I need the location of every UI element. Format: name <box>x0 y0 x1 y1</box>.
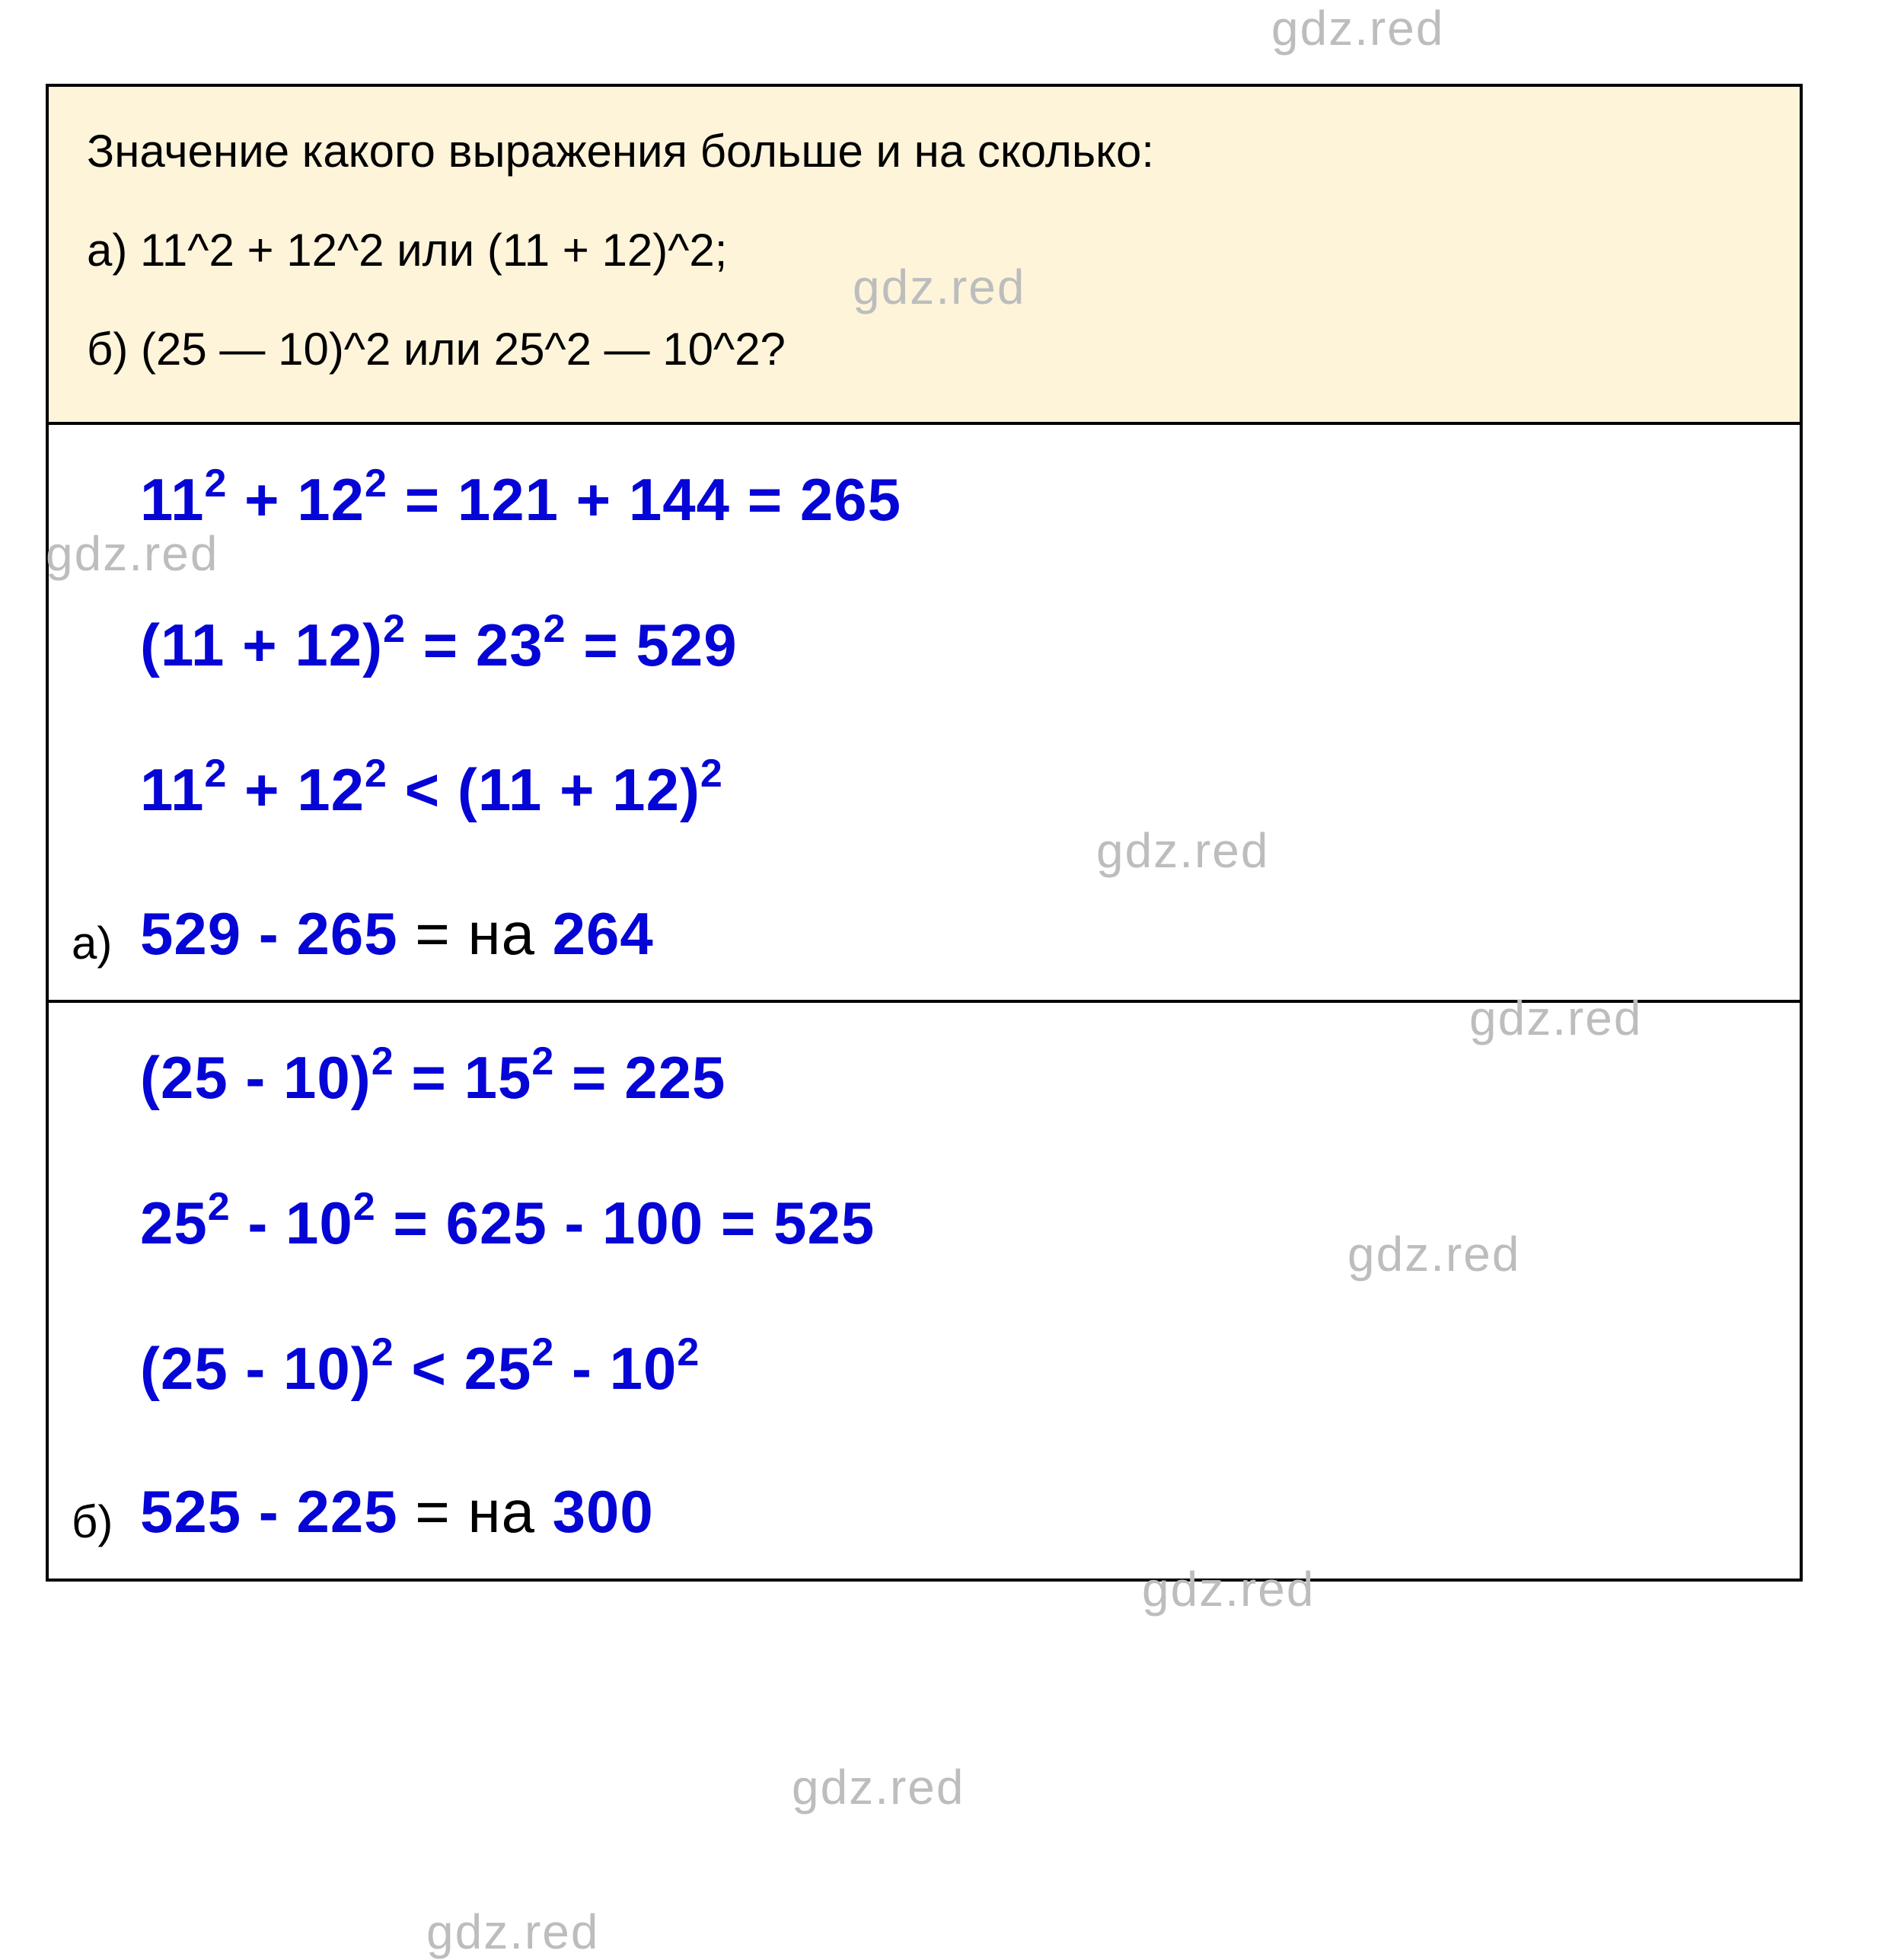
question-item-b: б) (25 — 10)^2 или 25^2 — 10^2? <box>87 315 1762 384</box>
row-label-a: а) <box>49 917 140 1000</box>
question-prompt: Значение какого выражения больше и на ск… <box>87 117 1762 186</box>
answer-row-a: а) 112 + 122 = 121 + 144 = 265 (11 + 12)… <box>49 425 1800 1003</box>
math-line: 525 - 225 = на 300 <box>140 1476 1800 1548</box>
math-line: (25 - 10)2 = 152 = 225 <box>140 1041 1800 1114</box>
math-block-a: 112 + 122 = 121 + 144 = 265 (11 + 12)2 =… <box>140 425 1800 1000</box>
watermark-text: gdz.red <box>426 1904 599 1960</box>
math-line: (11 + 12)2 = 232 = 529 <box>140 608 1800 682</box>
question-box: Значение какого выражения больше и на ск… <box>49 87 1800 425</box>
question-item-a: а) 11^2 + 12^2 или (11 + 12)^2; <box>87 216 1762 285</box>
math-block-b: (25 - 10)2 = 152 = 225 252 - 102 = 625 -… <box>140 1003 1800 1578</box>
page-root: Значение какого выражения больше и на ск… <box>0 0 1891 1942</box>
answer-row-b: б) (25 - 10)2 = 152 = 225 252 - 102 = 62… <box>49 1003 1800 1578</box>
math-line: 112 + 122 < (11 + 12)2 <box>140 753 1800 826</box>
watermark-text: gdz.red <box>1271 0 1444 56</box>
math-line: 252 - 102 = 625 - 100 = 525 <box>140 1186 1800 1259</box>
solution-table: Значение какого выражения больше и на ск… <box>46 84 1803 1582</box>
row-label-b: б) <box>49 1496 140 1579</box>
math-line: (25 - 10)2 < 252 - 102 <box>140 1332 1800 1405</box>
watermark-text: gdz.red <box>792 1759 965 1815</box>
math-line: 112 + 122 = 121 + 144 = 265 <box>140 463 1800 536</box>
math-line: 529 - 265 = на 264 <box>140 899 1800 970</box>
